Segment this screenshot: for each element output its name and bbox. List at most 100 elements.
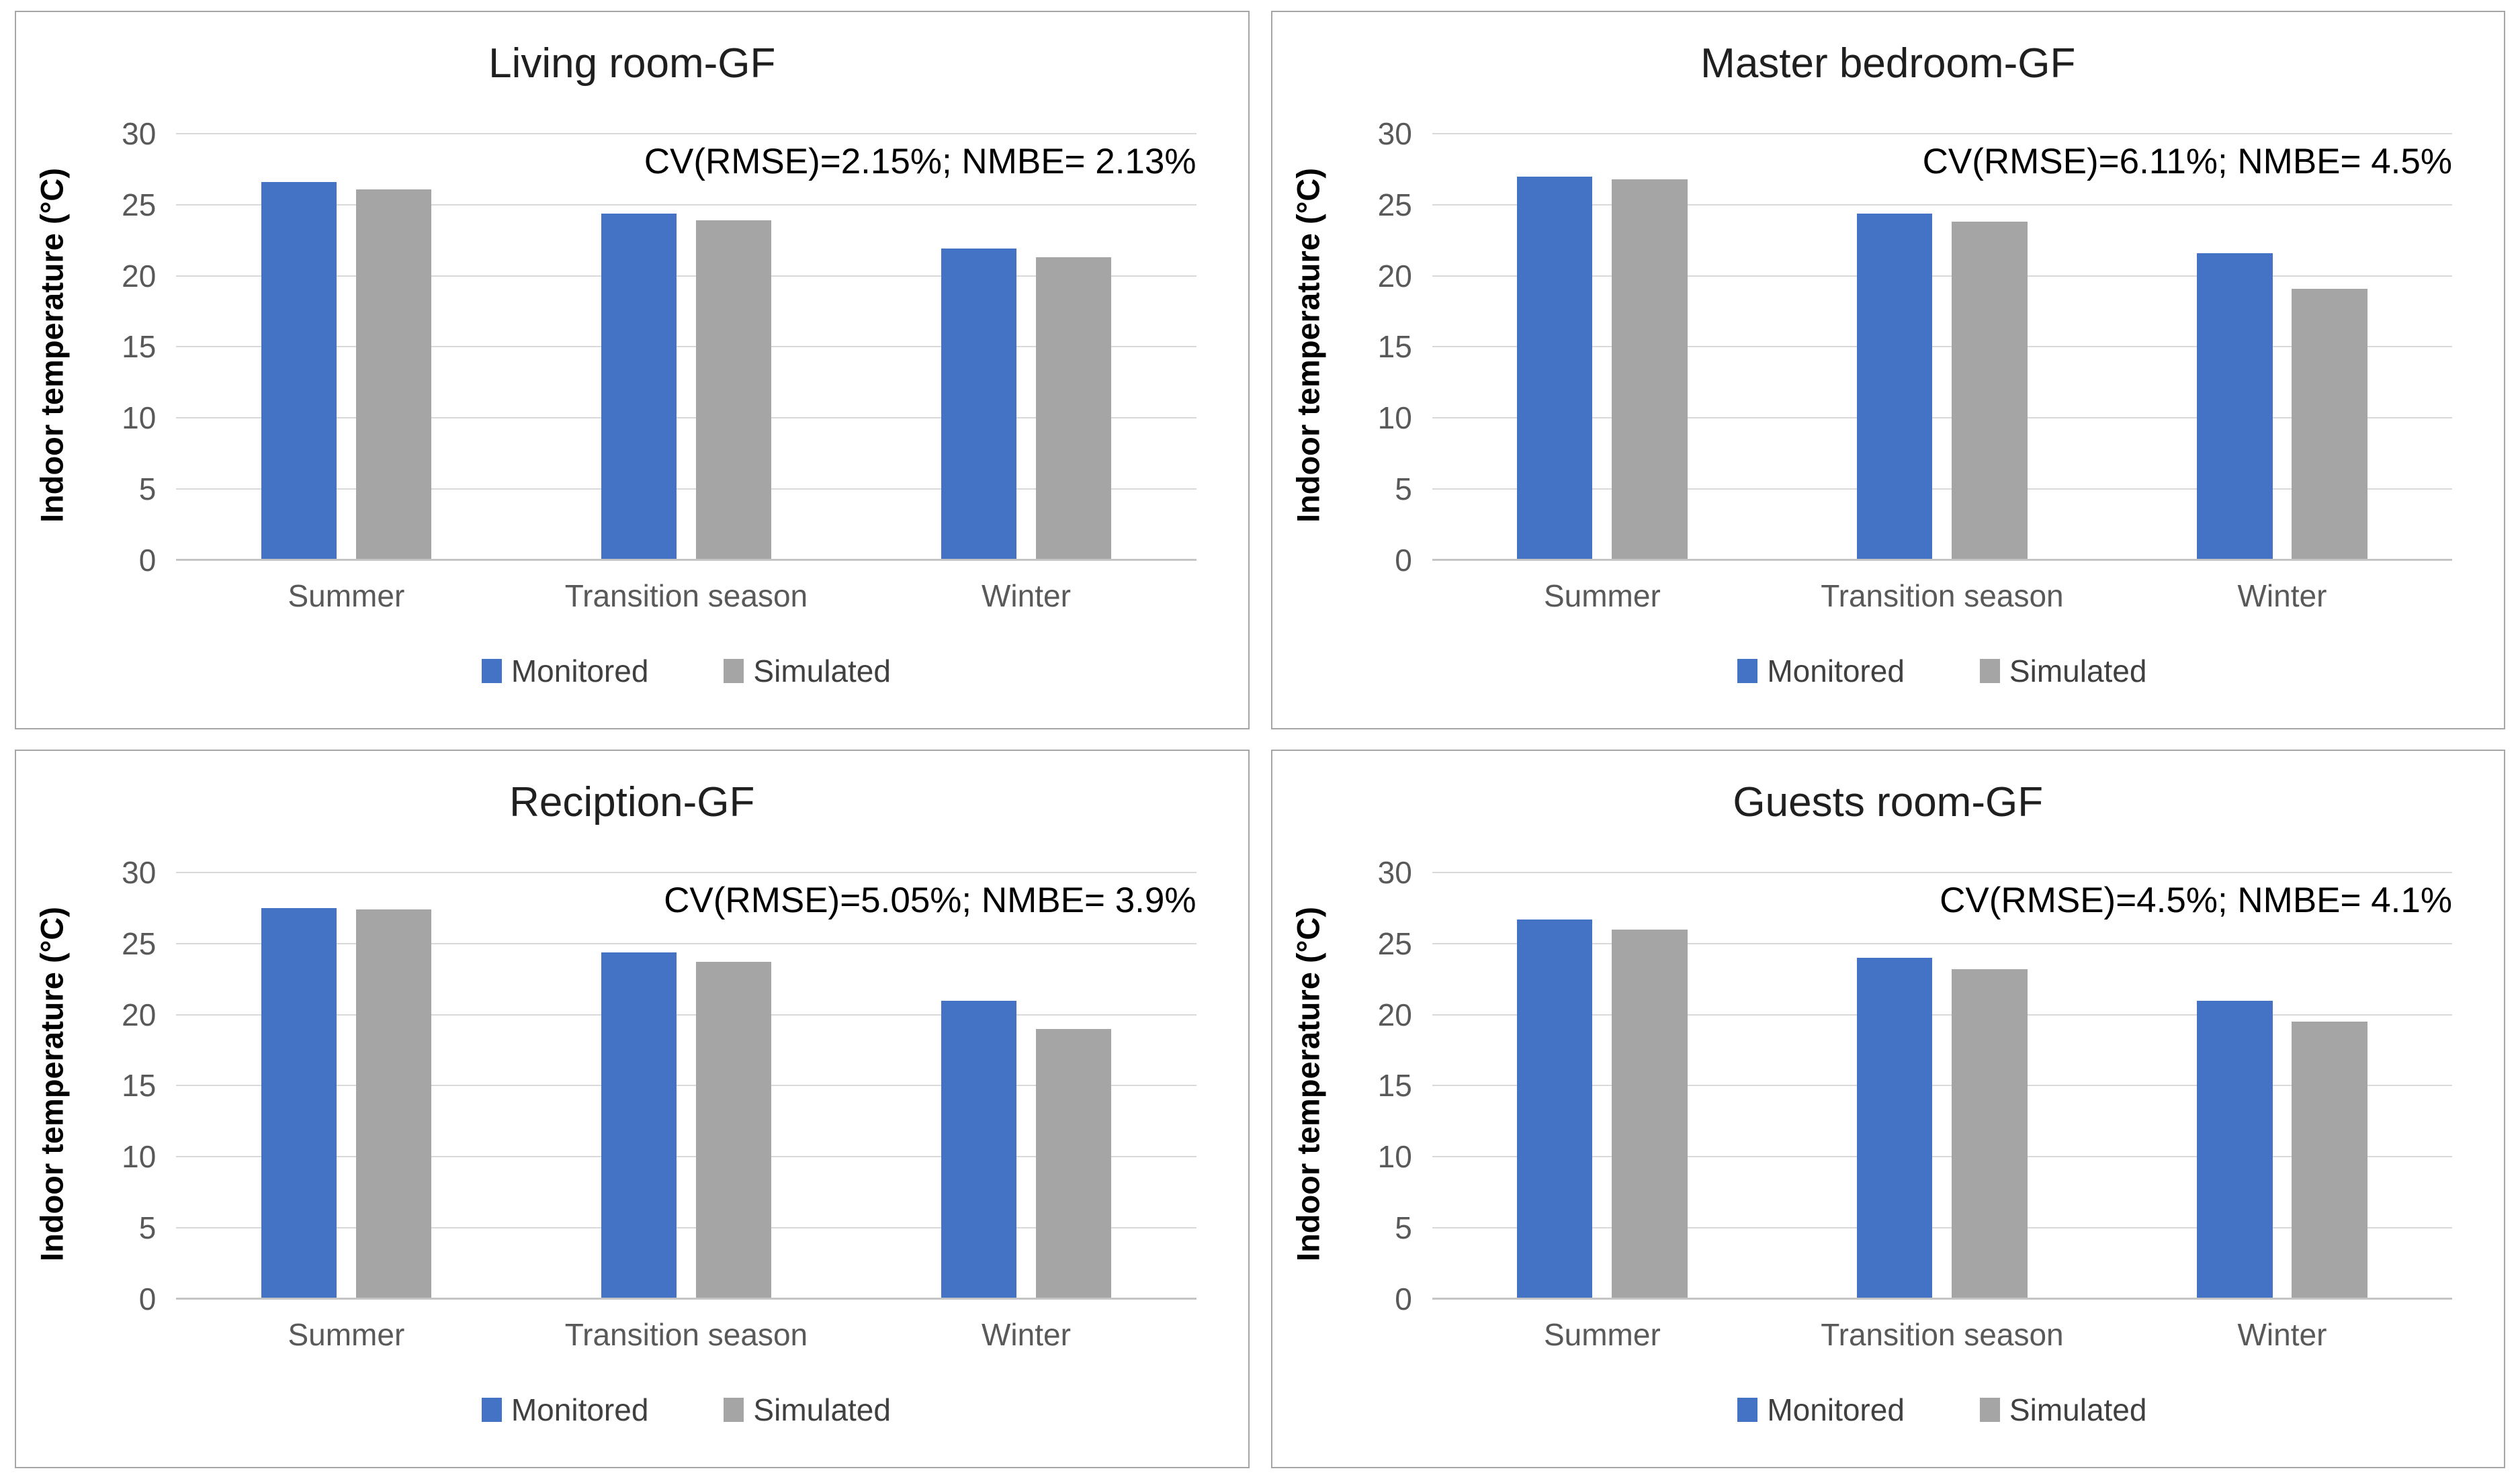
- y-tick-label: 15: [1377, 1068, 1412, 1104]
- plot-area: 0 5 10 15 20 25 30: [1378, 116, 2452, 578]
- legend-item-simulated: Simulated: [1979, 1392, 2147, 1428]
- bar-monitored-summer: [261, 908, 337, 1299]
- gridline: [176, 872, 1197, 874]
- chart-panel-living-room-gf: Living room-GF Indoor temperature (°C) C…: [15, 11, 1250, 729]
- bar-monitored-transition-season: [1857, 958, 1933, 1299]
- x-category-label: Winter: [2237, 1317, 2327, 1353]
- y-tick-label: 0: [1395, 542, 1412, 578]
- y-tick-label: 5: [1395, 1210, 1412, 1245]
- gridline: [176, 275, 1197, 277]
- chart-panel-reciption-gf: Reciption-GF Indoor temperature (°C) CV(…: [15, 750, 1250, 1468]
- y-tick-label: 30: [122, 116, 157, 152]
- legend-item-simulated: Simulated: [1979, 653, 2146, 689]
- y-tick-label: 15: [122, 329, 157, 365]
- x-axis-line: [176, 558, 1197, 561]
- bar-monitored-summer: [261, 182, 337, 560]
- y-tick-label: 20: [1377, 997, 1412, 1032]
- simulated-swatch-icon: [724, 1398, 744, 1423]
- y-tick-label: 30: [1377, 855, 1412, 891]
- chart-legend: Monitored Simulated: [1432, 1392, 2452, 1428]
- x-category-label: Transition season: [564, 578, 808, 614]
- gridline: [1432, 133, 2452, 135]
- plot-area: 0 5 10 15 20 25 30: [1378, 855, 2452, 1316]
- chart-title: Reciption-GF: [509, 778, 755, 825]
- x-category-label: Summer: [1543, 1317, 1661, 1353]
- x-category-label: Winter: [2237, 578, 2327, 614]
- y-tick-label: 5: [138, 471, 157, 506]
- legend-item-monitored: Monitored: [481, 1392, 649, 1428]
- legend-label: Simulated: [2009, 1392, 2147, 1428]
- bar-monitored-winter: [941, 249, 1017, 560]
- bar-simulated-summer: [1612, 929, 1688, 1299]
- bar-simulated-summer: [355, 189, 432, 560]
- gridline: [176, 1156, 1197, 1158]
- y-tick-label: 20: [122, 258, 157, 294]
- y-tick-label: 15: [122, 1068, 157, 1104]
- x-category-label: Winter: [982, 578, 1071, 614]
- gridline: [176, 204, 1197, 206]
- bar-simulated-summer: [355, 909, 432, 1299]
- gridline: [1432, 346, 2452, 348]
- gridline: [176, 133, 1197, 135]
- y-tick-label: 25: [1377, 926, 1412, 961]
- y-tick-label: 25: [122, 926, 157, 961]
- monitored-swatch-icon: [481, 1398, 502, 1423]
- simulated-swatch-icon: [724, 659, 744, 684]
- plot-area: 0 5 10 15 20 25 30: [122, 855, 1197, 1316]
- x-category-label: Summer: [288, 1317, 405, 1353]
- gridline: [176, 488, 1197, 490]
- legend-label: Simulated: [753, 1392, 891, 1428]
- gridline: [1432, 417, 2452, 419]
- chart-legend: Monitored Simulated: [176, 1392, 1196, 1428]
- gridline: [176, 1085, 1197, 1087]
- monitored-swatch-icon: [1737, 659, 1758, 684]
- chart-panel-guests-room-gf: Guests room-GF Indoor temperature (°C) C…: [1270, 750, 2505, 1468]
- bar-monitored-winter: [2197, 1000, 2273, 1299]
- y-tick-label: 0: [138, 542, 157, 578]
- x-category-label: Transition season: [1821, 1317, 2064, 1353]
- x-axis-line: [1432, 1297, 2452, 1300]
- y-tick-label: 10: [122, 1139, 157, 1175]
- bar-simulated-transition-season: [695, 220, 772, 560]
- y-tick-label: 10: [122, 400, 157, 436]
- charts-grid: Living room-GF Indoor temperature (°C) C…: [15, 11, 2505, 1468]
- gridline: [1432, 1085, 2452, 1087]
- gridline: [1432, 1156, 2452, 1158]
- x-axis-line: [1432, 558, 2452, 561]
- bar-simulated-summer: [1612, 179, 1688, 560]
- chart-legend: Monitored Simulated: [1432, 653, 2452, 689]
- gridline: [176, 942, 1197, 944]
- y-tick-label: 25: [122, 187, 157, 222]
- y-tick-label: 10: [1377, 1139, 1412, 1175]
- y-tick-label: 30: [1377, 116, 1412, 152]
- bar-monitored-transition-season: [1857, 213, 1933, 560]
- gridline: [1432, 488, 2452, 490]
- y-tick-label: 20: [122, 997, 157, 1032]
- monitored-swatch-icon: [481, 659, 502, 684]
- y-axis-title: Indoor temperature (°C): [1290, 167, 1326, 523]
- plot-area: 0 5 10 15 20 25 30: [122, 116, 1197, 578]
- bar-simulated-transition-season: [1952, 969, 2028, 1299]
- gridline: [1432, 872, 2452, 874]
- error-metrics-annotation: CV(RMSE)=2.15%; NMBE= 2.13%: [644, 141, 1197, 181]
- gridline: [176, 417, 1197, 419]
- gridline: [176, 346, 1197, 348]
- gridline: [176, 1014, 1197, 1016]
- error-metrics-annotation: CV(RMSE)=6.11%; NMBE= 4.5%: [1922, 141, 2452, 181]
- x-category-label: Winter: [982, 1317, 1071, 1353]
- bar-simulated-transition-season: [695, 962, 772, 1299]
- legend-label: Simulated: [753, 654, 891, 689]
- chart-title: Guests room-GF: [1733, 778, 2044, 825]
- bar-monitored-winter: [941, 1000, 1017, 1299]
- chart-title: Living room-GF: [488, 40, 776, 87]
- bar-simulated-winter: [2292, 288, 2367, 560]
- error-metrics-annotation: CV(RMSE)=5.05%; NMBE= 3.9%: [664, 880, 1197, 920]
- bar-simulated-transition-season: [1952, 222, 2028, 560]
- legend-label: Monitored: [511, 1392, 649, 1428]
- error-metrics-annotation: CV(RMSE)=4.5%; NMBE= 4.1%: [1940, 880, 2452, 920]
- bar-monitored-transition-season: [601, 952, 677, 1299]
- simulated-swatch-icon: [1979, 659, 2000, 684]
- gridline: [1432, 275, 2452, 277]
- legend-label: Monitored: [1767, 654, 1905, 689]
- y-tick-label: 5: [1395, 471, 1412, 506]
